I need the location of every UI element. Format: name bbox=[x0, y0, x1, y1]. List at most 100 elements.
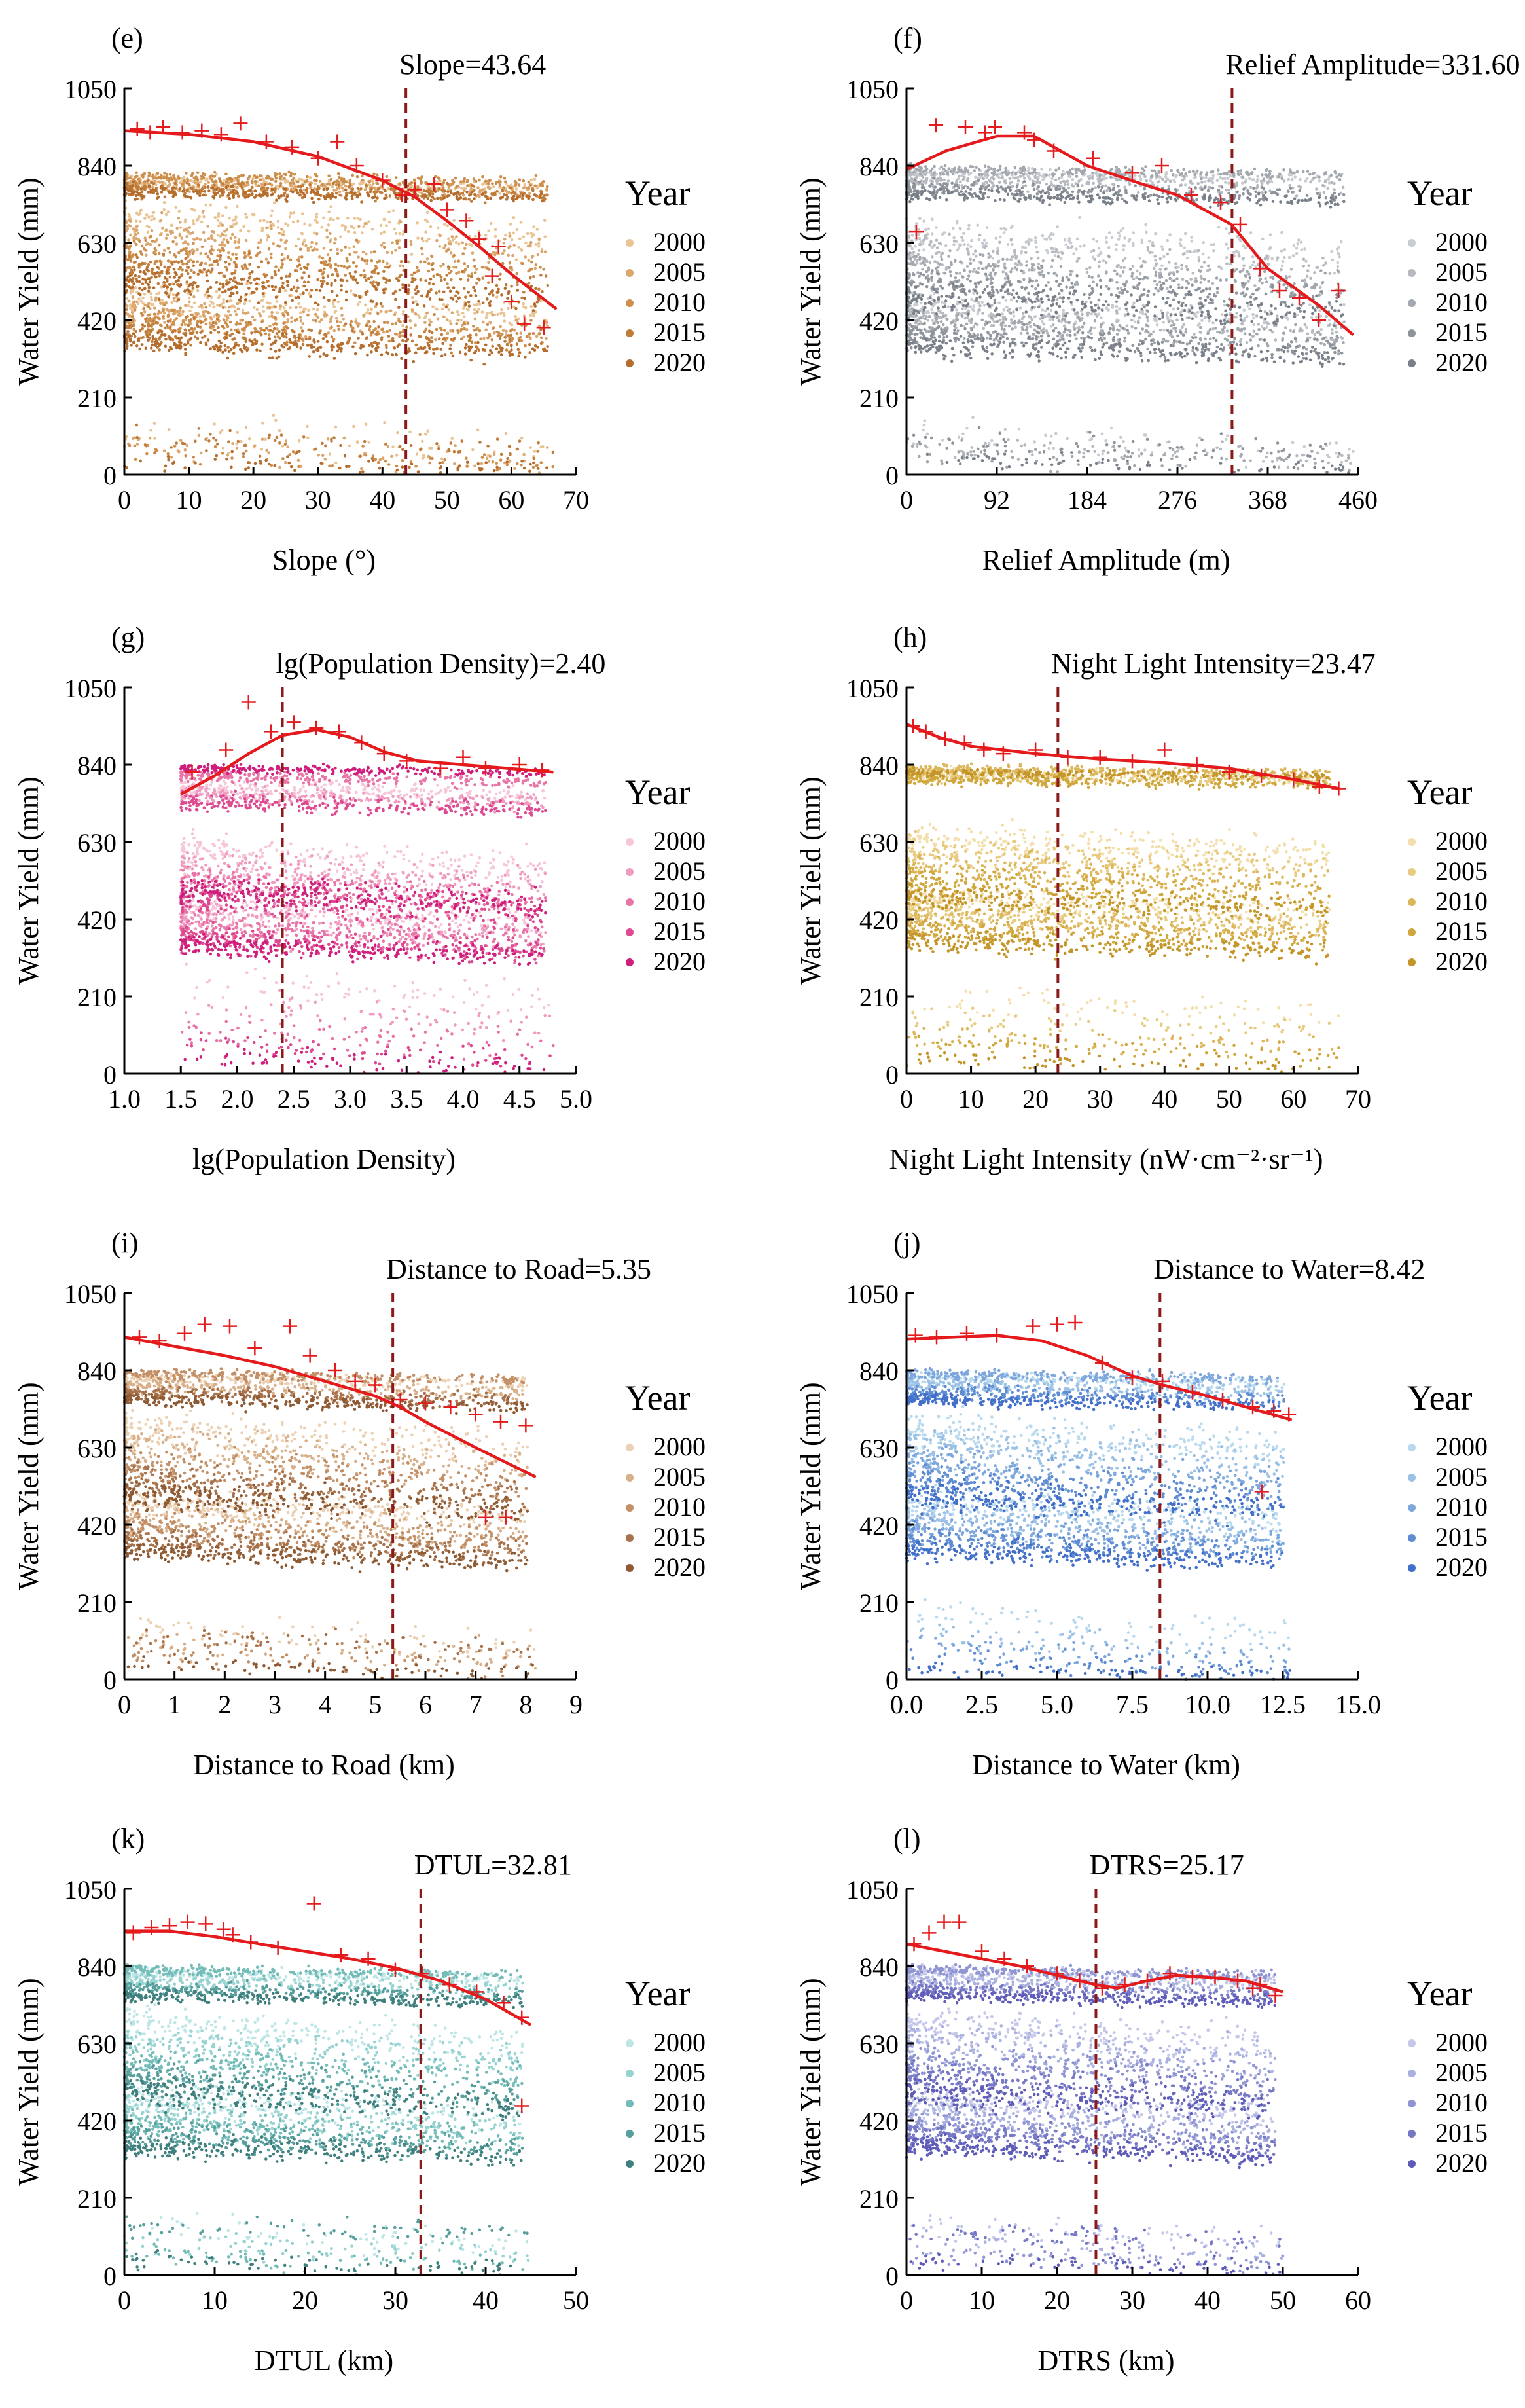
scatter-point bbox=[327, 210, 331, 213]
scatter-point bbox=[1304, 260, 1308, 263]
scatter-point bbox=[446, 332, 450, 335]
scatter-point bbox=[151, 340, 154, 344]
scatter-point bbox=[268, 316, 271, 319]
scatter-point bbox=[1191, 240, 1194, 243]
scatter-point bbox=[460, 439, 463, 443]
scatter-point bbox=[983, 304, 986, 307]
scatter-point bbox=[380, 353, 384, 356]
scatter-point bbox=[526, 232, 529, 236]
scatter-point bbox=[361, 333, 365, 336]
scatter-point bbox=[146, 336, 149, 339]
scatter-point bbox=[178, 276, 181, 280]
scatter-point bbox=[260, 448, 264, 451]
scatter-point bbox=[1223, 304, 1227, 307]
scatter-point bbox=[227, 440, 230, 443]
scatter-point bbox=[440, 276, 443, 279]
scatter-point bbox=[532, 225, 535, 228]
scatter-point bbox=[465, 191, 469, 194]
scatter-point bbox=[1241, 181, 1244, 185]
scatter-point bbox=[271, 178, 274, 181]
scatter-point bbox=[452, 193, 456, 196]
scatter-point bbox=[272, 289, 276, 292]
scatter-point bbox=[329, 205, 332, 208]
scatter-point bbox=[200, 221, 204, 224]
scatter-point bbox=[163, 469, 166, 473]
scatter-point bbox=[499, 325, 502, 329]
scatter-point bbox=[393, 346, 397, 350]
scatter-point bbox=[452, 286, 456, 289]
scatter-point bbox=[171, 240, 175, 244]
scatter-point bbox=[342, 318, 346, 321]
scatter-point bbox=[1234, 251, 1237, 254]
scatter-point bbox=[352, 425, 355, 428]
scatter-point bbox=[244, 340, 247, 344]
scatter-point bbox=[149, 314, 152, 317]
scatter-point bbox=[425, 433, 428, 436]
scatter-point bbox=[152, 211, 155, 214]
scatter-point bbox=[963, 243, 966, 246]
scatter-point bbox=[130, 193, 133, 196]
scatter-point bbox=[343, 265, 346, 268]
scatter-point bbox=[233, 276, 236, 280]
scatter-point bbox=[192, 265, 196, 268]
scatter-point bbox=[1282, 260, 1285, 263]
scatter-point bbox=[205, 323, 208, 326]
scatter-point bbox=[207, 311, 210, 314]
legend-swatch bbox=[626, 269, 634, 277]
scatter-point bbox=[1117, 238, 1121, 241]
scatter-point bbox=[495, 295, 499, 299]
scatter-point bbox=[212, 306, 215, 309]
scatter-point bbox=[300, 276, 304, 280]
scatter-point bbox=[298, 439, 301, 443]
scatter-point bbox=[253, 190, 257, 193]
scatter-point bbox=[427, 262, 431, 265]
scatter-point bbox=[424, 181, 427, 185]
scatter-point bbox=[441, 342, 444, 346]
scatter-point bbox=[387, 445, 390, 448]
scatter-point bbox=[455, 235, 458, 238]
scatter-point bbox=[1280, 249, 1283, 253]
scatter-point bbox=[279, 289, 282, 292]
scatter-point bbox=[184, 242, 187, 245]
scatter-point bbox=[278, 330, 281, 333]
scatter-point bbox=[468, 304, 471, 308]
scatter-point bbox=[357, 303, 360, 306]
scatter-point bbox=[499, 180, 502, 183]
scatter-point bbox=[524, 344, 527, 348]
scatter-point bbox=[448, 242, 451, 246]
scatter-point bbox=[294, 319, 297, 322]
scatter-point bbox=[475, 282, 478, 285]
scatter-point bbox=[447, 265, 450, 268]
scatter-point bbox=[376, 346, 380, 349]
scatter-point bbox=[522, 302, 526, 306]
scatter-point bbox=[344, 454, 347, 458]
scatter-point bbox=[282, 321, 285, 325]
scatter-point bbox=[365, 423, 368, 426]
scatter-point bbox=[516, 332, 519, 335]
scatter-point bbox=[428, 347, 431, 350]
scatter-point bbox=[341, 224, 344, 227]
scatter-point bbox=[317, 340, 320, 343]
scatter-point bbox=[461, 192, 465, 195]
scatter-point bbox=[166, 272, 169, 275]
scatter-point bbox=[199, 181, 202, 184]
scatter-point bbox=[427, 338, 431, 342]
scatter-point bbox=[234, 183, 238, 186]
scatter-point bbox=[1212, 243, 1215, 246]
scatter-point bbox=[1248, 308, 1251, 311]
scatter-point bbox=[262, 194, 265, 197]
scatter-point bbox=[154, 177, 158, 180]
scatter-point bbox=[475, 333, 478, 337]
scatter-point bbox=[366, 354, 369, 357]
scatter-point bbox=[532, 466, 535, 469]
scatter-point bbox=[1227, 177, 1230, 181]
scatter-point bbox=[174, 206, 177, 209]
scatter-point bbox=[1097, 254, 1100, 257]
scatter-point bbox=[179, 346, 182, 350]
scatter-point bbox=[171, 187, 175, 190]
scatter-point bbox=[383, 321, 386, 324]
scatter-point bbox=[308, 275, 311, 278]
scatter-point bbox=[275, 323, 278, 326]
scatter-point bbox=[240, 278, 243, 282]
scatter-point bbox=[237, 440, 240, 443]
